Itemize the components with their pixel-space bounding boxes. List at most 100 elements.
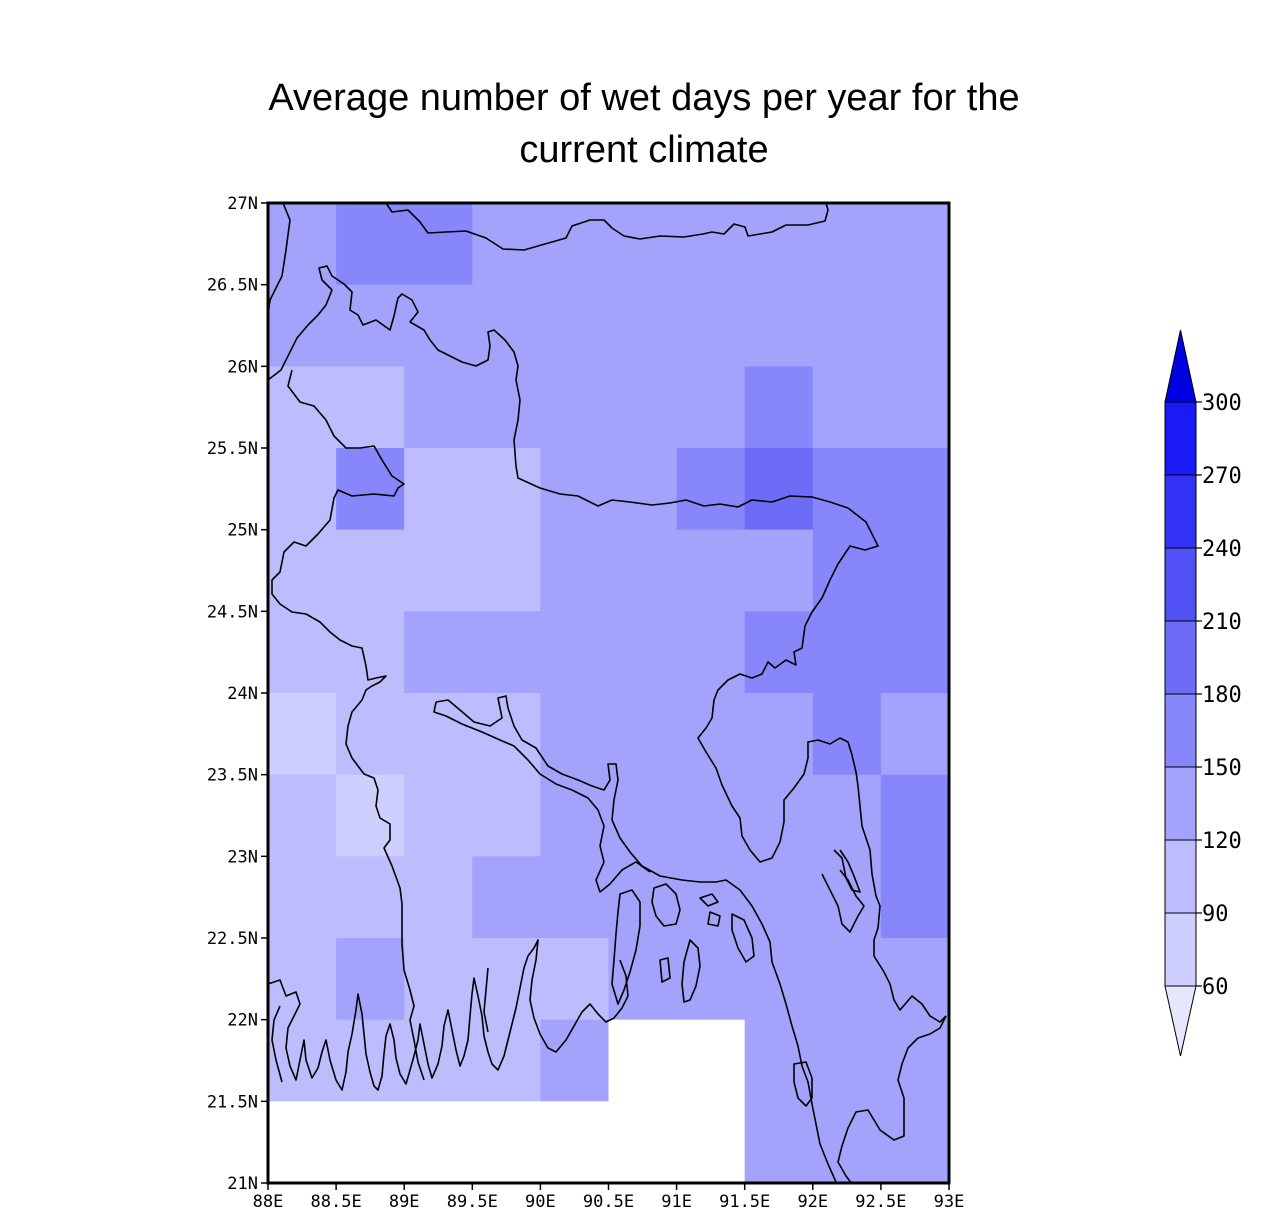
island-4 (731, 913, 755, 963)
grid-cell (812, 529, 882, 612)
grid-cell (744, 856, 814, 939)
grid-cell (404, 938, 473, 1021)
grid-cell (744, 366, 814, 449)
grid-cell (268, 284, 337, 367)
grid-cell (608, 529, 678, 612)
grid-cell (336, 203, 405, 286)
x-tick-label: 88.5E (311, 1192, 362, 1212)
grid-cell (608, 611, 678, 694)
west-boundary-north (267, 202, 291, 316)
x-tick-label: 91E (661, 1192, 692, 1212)
sundarbans-inner-2 (409, 1019, 425, 1081)
grid-cell (540, 611, 609, 694)
grid-cell (336, 774, 405, 857)
grid-cell (676, 284, 746, 367)
y-tick-label: 22N (227, 1011, 258, 1031)
grid-cell (744, 1019, 814, 1102)
sundarbans-coast (267, 939, 629, 1091)
maheshkhali-island (793, 1061, 813, 1107)
river-east-2 (833, 849, 861, 893)
padma-river-south (433, 701, 651, 893)
grid-cell (880, 611, 950, 694)
grid-cell (880, 203, 950, 286)
colorbar-segment (1164, 912, 1197, 987)
eastern-coast (715, 879, 837, 1183)
colorbar-label: 210 (1202, 610, 1242, 635)
grid-cell (812, 774, 882, 857)
colorbar-segment (1164, 474, 1197, 549)
y-tick-label: 24.5N (207, 602, 258, 622)
colorbar-over-arrow (1164, 329, 1197, 403)
northern-border (385, 202, 829, 251)
grid-cell (608, 366, 678, 449)
grid-cell (472, 529, 541, 612)
island-3 (681, 939, 701, 1003)
colorbar-segment (1164, 620, 1197, 695)
x-tick-label: 88E (253, 1192, 284, 1212)
grid-cell (608, 1101, 678, 1184)
island-6 (707, 911, 721, 927)
grid-cell (676, 203, 746, 286)
grid-cell (472, 448, 541, 531)
coastline-and-borders (267, 202, 947, 1185)
y-tick-label: 21N (227, 1174, 258, 1194)
x-tick-label: 89.5E (447, 1192, 498, 1212)
x-tick-label: 92.5E (855, 1192, 906, 1212)
grid-cell (676, 774, 746, 857)
y-tick-label: 22.5N (207, 929, 258, 949)
grid-cell (540, 448, 609, 531)
grid-cell (540, 203, 609, 286)
grid-cell (540, 938, 609, 1021)
grid-cell (540, 366, 609, 449)
grid-cell (268, 856, 337, 939)
grid-cell (880, 529, 950, 612)
x-tick-label: 89E (389, 1192, 420, 1212)
grid-cell (268, 1101, 337, 1184)
grid-cell (676, 611, 746, 694)
grid-cell (336, 1101, 405, 1184)
colorbar-label: 90 (1202, 902, 1229, 927)
grid-cell (268, 448, 337, 531)
grid-cell (744, 611, 814, 694)
grid-cell (676, 693, 746, 776)
grid-cell (404, 693, 473, 776)
latitude-axis: 21N 21.5N 22N 22.5N 23N 23.5N 24N 24.5N 25N 25.5N… (207, 194, 268, 1194)
grid-cell (472, 611, 541, 694)
x-tick-label: 91.5E (719, 1192, 770, 1212)
y-tick-label: 25N (227, 521, 258, 541)
grid-cell (608, 693, 678, 776)
grid-cell (336, 366, 405, 449)
grid-cells (268, 203, 950, 1184)
sundarbans-inner-1 (271, 1005, 283, 1083)
grid-cell (336, 284, 405, 367)
grid-cell (744, 529, 814, 612)
grid-cell (472, 1101, 541, 1184)
grid-cell (608, 284, 678, 367)
grid-cell (404, 366, 473, 449)
grid-cell (472, 774, 541, 857)
grid-cell (812, 938, 882, 1021)
grid-cell (880, 284, 950, 367)
grid-cell (676, 938, 746, 1021)
grid-cell (744, 284, 814, 367)
grid-cell (336, 856, 405, 939)
grid-cell (540, 693, 609, 776)
grid-cell (472, 938, 541, 1021)
grid-cell (540, 1019, 609, 1102)
colorbar-label: 270 (1202, 464, 1242, 489)
grid-cell (404, 774, 473, 857)
grid-cell (540, 529, 609, 612)
grid-cell (676, 529, 746, 612)
island-1 (611, 889, 641, 1005)
grid-cell (744, 693, 814, 776)
grid-cell (608, 774, 678, 857)
grid-cell (472, 856, 541, 939)
colorbar-label: 300 (1202, 391, 1242, 416)
grid-cell (608, 938, 678, 1021)
island-5 (699, 893, 719, 907)
grid-cell (268, 366, 337, 449)
colorbar-segment (1164, 401, 1197, 476)
grid-cell (336, 529, 405, 612)
y-tick-label: 24N (227, 684, 258, 704)
grid-cell (812, 366, 882, 449)
